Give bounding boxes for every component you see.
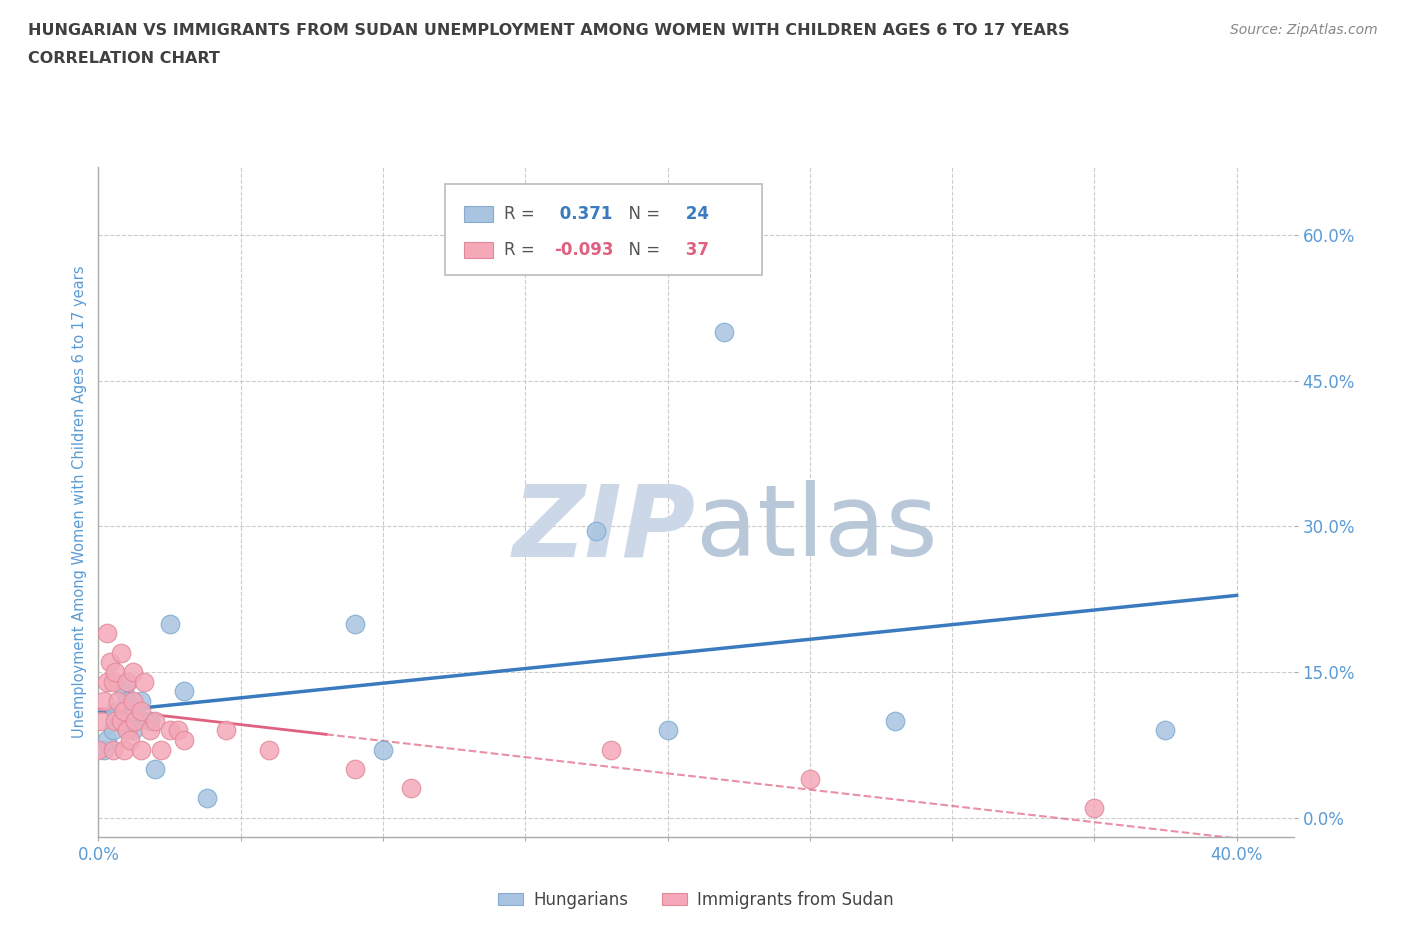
- Point: [799, 771, 821, 786]
- FancyBboxPatch shape: [464, 206, 494, 222]
- Point: [112, 742, 135, 757]
- Text: ZIP: ZIP: [513, 481, 696, 578]
- Text: -0.093: -0.093: [554, 241, 613, 259]
- FancyBboxPatch shape: [464, 242, 494, 259]
- Point: [215, 723, 238, 737]
- Point: [132, 674, 155, 689]
- Point: [98, 655, 121, 670]
- Point: [101, 723, 124, 737]
- Text: 37: 37: [681, 241, 710, 259]
- Point: [138, 713, 160, 728]
- Point: [159, 723, 181, 737]
- Point: [143, 713, 166, 728]
- Point: [110, 713, 132, 728]
- Point: [129, 694, 152, 709]
- Point: [657, 723, 679, 737]
- Point: [138, 723, 160, 737]
- Point: [104, 703, 127, 718]
- Point: [96, 733, 118, 748]
- Point: [110, 645, 132, 660]
- Point: [143, 762, 166, 777]
- Text: N =: N =: [619, 206, 661, 223]
- Point: [112, 684, 135, 698]
- Text: atlas: atlas: [696, 481, 938, 578]
- Text: N =: N =: [619, 241, 661, 259]
- Point: [124, 713, 146, 728]
- Y-axis label: Unemployment Among Women with Children Ages 6 to 17 years: Unemployment Among Women with Children A…: [72, 266, 87, 738]
- Text: CORRELATION CHART: CORRELATION CHART: [28, 51, 219, 66]
- Point: [585, 524, 607, 538]
- Point: [96, 626, 118, 641]
- Point: [1083, 801, 1105, 816]
- Legend: Hungarians, Immigrants from Sudan: Hungarians, Immigrants from Sudan: [492, 884, 900, 916]
- Point: [121, 723, 143, 737]
- Text: Source: ZipAtlas.com: Source: ZipAtlas.com: [1230, 23, 1378, 37]
- Point: [1154, 723, 1177, 737]
- Point: [167, 723, 190, 737]
- Text: 24: 24: [681, 206, 710, 223]
- Point: [173, 684, 195, 698]
- Point: [129, 742, 152, 757]
- Point: [121, 694, 143, 709]
- Point: [93, 742, 115, 757]
- Text: R =: R =: [503, 206, 534, 223]
- Point: [124, 703, 146, 718]
- Text: 0.371: 0.371: [554, 206, 612, 223]
- Point: [115, 694, 138, 709]
- Point: [87, 742, 110, 757]
- Point: [343, 616, 366, 631]
- Point: [343, 762, 366, 777]
- Point: [107, 694, 129, 709]
- Point: [257, 742, 280, 757]
- Point: [713, 325, 735, 339]
- Point: [371, 742, 394, 757]
- Point: [96, 674, 118, 689]
- Point: [104, 665, 127, 680]
- Point: [884, 713, 907, 728]
- Point: [173, 733, 195, 748]
- Text: R =: R =: [503, 241, 534, 259]
- Point: [118, 713, 141, 728]
- Point: [401, 781, 423, 796]
- Point: [90, 713, 112, 728]
- Point: [93, 694, 115, 709]
- Text: HUNGARIAN VS IMMIGRANTS FROM SUDAN UNEMPLOYMENT AMONG WOMEN WITH CHILDREN AGES 6: HUNGARIAN VS IMMIGRANTS FROM SUDAN UNEMP…: [28, 23, 1070, 38]
- Point: [115, 723, 138, 737]
- Point: [112, 703, 135, 718]
- Point: [121, 665, 143, 680]
- Point: [118, 733, 141, 748]
- Point: [115, 674, 138, 689]
- Point: [129, 703, 152, 718]
- Point: [150, 742, 173, 757]
- Point: [195, 790, 218, 805]
- Point: [101, 742, 124, 757]
- Point: [101, 674, 124, 689]
- Point: [159, 616, 181, 631]
- Point: [104, 713, 127, 728]
- Point: [115, 674, 138, 689]
- FancyBboxPatch shape: [444, 184, 762, 274]
- Point: [110, 713, 132, 728]
- Point: [599, 742, 621, 757]
